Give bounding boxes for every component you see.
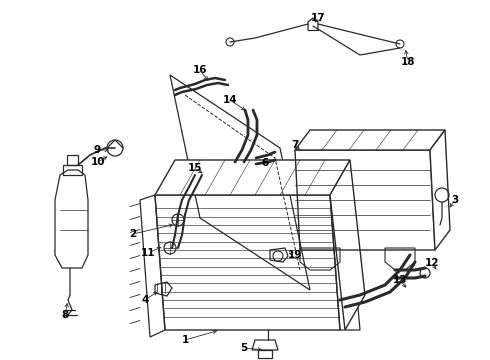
Text: 8: 8 bbox=[61, 310, 69, 320]
Text: 3: 3 bbox=[451, 195, 459, 205]
Text: 4: 4 bbox=[141, 295, 148, 305]
Text: 18: 18 bbox=[401, 57, 415, 67]
Text: 15: 15 bbox=[188, 163, 202, 173]
Text: 11: 11 bbox=[141, 248, 155, 258]
Text: 13: 13 bbox=[393, 275, 407, 285]
Text: 1: 1 bbox=[181, 335, 189, 345]
Text: 14: 14 bbox=[222, 95, 237, 105]
Polygon shape bbox=[430, 130, 450, 250]
Text: 7: 7 bbox=[292, 140, 299, 150]
Text: 2: 2 bbox=[129, 229, 137, 239]
Text: 16: 16 bbox=[193, 65, 207, 75]
Polygon shape bbox=[330, 160, 365, 330]
Text: 17: 17 bbox=[311, 13, 325, 23]
Text: 19: 19 bbox=[288, 250, 302, 260]
Text: 5: 5 bbox=[241, 343, 247, 353]
Polygon shape bbox=[155, 160, 350, 195]
Text: 12: 12 bbox=[425, 258, 439, 268]
Polygon shape bbox=[295, 130, 445, 150]
Text: 10: 10 bbox=[91, 157, 105, 167]
Text: 9: 9 bbox=[94, 145, 100, 155]
Text: 6: 6 bbox=[261, 158, 269, 168]
